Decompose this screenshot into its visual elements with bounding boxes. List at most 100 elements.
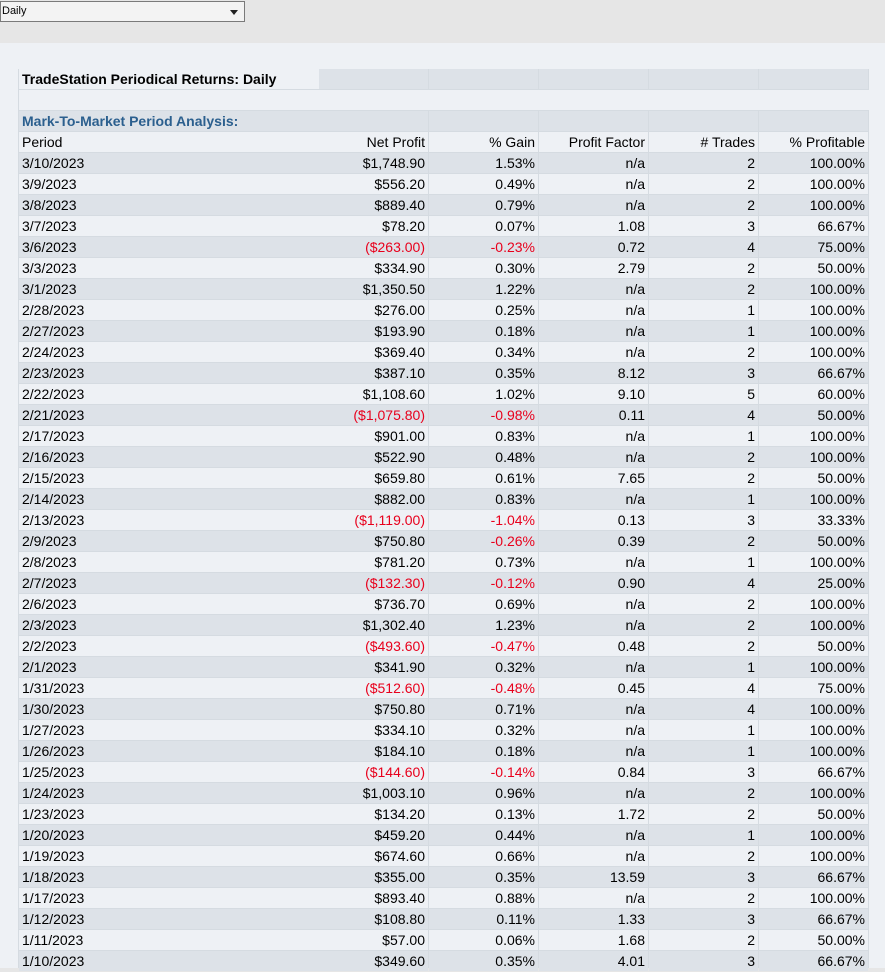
profitable-cell: 60.00% [759,384,868,404]
right-margin [869,69,885,968]
chevron-down-icon[interactable] [230,10,238,15]
table-row: 2/1/2023 $341.90 0.32% n/a 1 100.00% [18,657,869,678]
period-cell: 3/1/2023 [19,279,319,299]
table-row: 2/22/2023 $1,108.60 1.02% 9.10 5 60.00% [18,384,869,405]
profit-factor-cell: n/a [539,195,648,215]
table-row: 2/15/2023 $659.80 0.61% 7.65 2 50.00% [18,468,869,489]
trades-cell: 1 [649,825,758,845]
profit-factor-cell: n/a [539,783,648,803]
period-cell: 3/8/2023 [19,195,319,215]
profitable-cell: 100.00% [759,174,868,194]
net-profit-cell: $1,003.10 [319,783,428,803]
table-row: 2/14/2023 $882.00 0.83% n/a 1 100.00% [18,489,869,510]
profit-factor-cell: 2.79 [539,258,648,278]
net-profit-cell: $1,350.50 [319,279,428,299]
period-cell: 2/28/2023 [19,300,319,320]
table-row: 2/3/2023 $1,302.40 1.23% n/a 2 100.00% [18,615,869,636]
column-header-row: Period Net Profit % Gain Profit Factor #… [18,132,869,153]
trades-cell: 2 [649,594,758,614]
net-profit-cell: $901.00 [319,426,428,446]
profit-factor-cell: 0.84 [539,762,648,782]
trades-cell: 2 [649,636,758,656]
profitable-cell: 100.00% [759,699,868,719]
net-profit-cell: ($263.00) [319,237,428,257]
table-row: 2/28/2023 $276.00 0.25% n/a 1 100.00% [18,300,869,321]
profit-factor-cell: n/a [539,321,648,341]
gain-cell: 1.23% [429,615,538,635]
net-profit-cell: $349.60 [319,951,428,971]
net-profit-cell: $736.70 [319,594,428,614]
profitable-cell: 33.33% [759,510,868,530]
trades-cell: 1 [649,426,758,446]
table-row: 3/1/2023 $1,350.50 1.22% n/a 2 100.00% [18,279,869,300]
profit-factor-cell: 1.08 [539,216,648,236]
header-net-profit: Net Profit [319,132,428,152]
spacer-cell [19,90,869,110]
gain-cell: 0.83% [429,426,538,446]
gain-cell: -0.14% [429,762,538,782]
profit-factor-cell: n/a [539,615,648,635]
gain-cell: 0.48% [429,447,538,467]
period-cell: 3/10/2023 [19,153,319,173]
profitable-cell: 75.00% [759,237,868,257]
gain-cell: 0.71% [429,699,538,719]
trades-cell: 2 [649,447,758,467]
profitable-cell: 100.00% [759,552,868,572]
period-cell: 2/21/2023 [19,405,319,425]
trades-cell: 3 [649,216,758,236]
profit-factor-cell: n/a [539,699,648,719]
gain-cell: 0.96% [429,783,538,803]
period-cell: 1/27/2023 [19,720,319,740]
empty-cell [539,69,648,89]
profitable-cell: 100.00% [759,321,868,341]
net-profit-cell: $556.20 [319,174,428,194]
net-profit-cell: $1,748.90 [319,153,428,173]
trades-cell: 4 [649,699,758,719]
spacer-row [18,90,869,111]
table-row: 1/25/2023 ($144.60) -0.14% 0.84 3 66.67% [18,762,869,783]
profit-factor-cell: 0.72 [539,237,648,257]
profit-factor-cell: 1.33 [539,909,648,929]
trades-cell: 2 [649,258,758,278]
gain-cell: 0.88% [429,888,538,908]
section-row: Mark-To-Market Period Analysis: [18,111,869,132]
table-row: 1/24/2023 $1,003.10 0.96% n/a 2 100.00% [18,783,869,804]
trades-cell: 2 [649,195,758,215]
net-profit-cell: $334.90 [319,258,428,278]
period-cell: 1/24/2023 [19,783,319,803]
profit-factor-cell: n/a [539,153,648,173]
gain-cell: 0.07% [429,216,538,236]
profit-factor-cell: n/a [539,279,648,299]
profit-factor-cell: n/a [539,594,648,614]
empty-cell [649,69,758,89]
gain-cell: -0.12% [429,573,538,593]
title-row: TradeStation Periodical Returns: Daily [18,69,869,90]
net-profit-cell: $750.80 [319,531,428,551]
gain-cell: 0.18% [429,321,538,341]
trades-cell: 1 [649,720,758,740]
table-row: 2/7/2023 ($132.30) -0.12% 0.90 4 25.00% [18,573,869,594]
profitable-cell: 50.00% [759,468,868,488]
profitable-cell: 100.00% [759,279,868,299]
profit-factor-cell: 0.45 [539,678,648,698]
net-profit-cell: $781.20 [319,552,428,572]
gain-cell: -0.48% [429,678,538,698]
table-row: 2/16/2023 $522.90 0.48% n/a 2 100.00% [18,447,869,468]
period-cell: 2/13/2023 [19,510,319,530]
profitable-cell: 100.00% [759,300,868,320]
trades-cell: 2 [649,174,758,194]
trades-cell: 2 [649,888,758,908]
profit-factor-cell: n/a [539,342,648,362]
trades-cell: 3 [649,510,758,530]
period-cell: 2/17/2023 [19,426,319,446]
profitable-cell: 50.00% [759,258,868,278]
period-cell: 2/7/2023 [19,573,319,593]
net-profit-cell: $276.00 [319,300,428,320]
trades-cell: 5 [649,384,758,404]
profit-factor-cell: n/a [539,300,648,320]
trades-cell: 1 [649,300,758,320]
period-select[interactable]: Daily [0,1,245,22]
profitable-cell: 50.00% [759,531,868,551]
profitable-cell: 100.00% [759,447,868,467]
table-row: 2/9/2023 $750.80 -0.26% 0.39 2 50.00% [18,531,869,552]
